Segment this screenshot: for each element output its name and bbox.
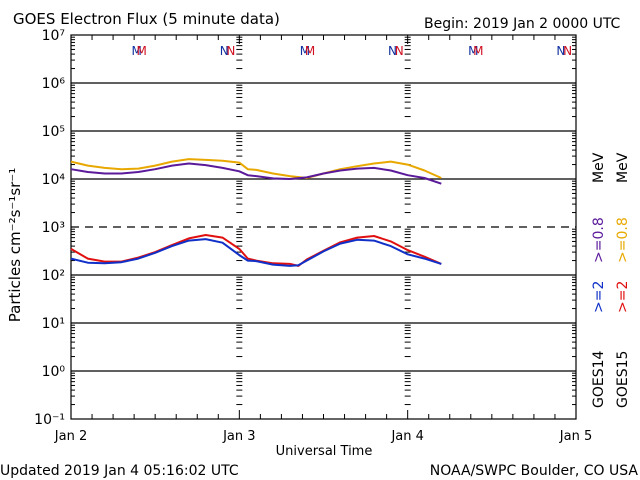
y-tick-label: 10⁴ xyxy=(42,172,66,188)
marker-n: N xyxy=(220,44,229,58)
y-tick-label: 10⁶ xyxy=(42,76,66,92)
x-tick-labels: Jan 2 Jan 3 Jan 4 Jan 5 xyxy=(54,429,592,444)
marker-m: M xyxy=(305,44,315,58)
marker-m: M xyxy=(468,44,478,58)
y-tick-label: 10⁻¹ xyxy=(34,412,65,428)
y-tick-label: 10³ xyxy=(42,220,65,236)
begin-label: Begin: 2019 Jan 2 0000 UTC xyxy=(424,16,621,32)
marker-n: N xyxy=(226,44,235,58)
marker-n: N xyxy=(388,44,397,58)
chart-title: GOES Electron Flux (5 minute data) xyxy=(13,10,280,28)
y-axis-label: Particles cm⁻²s⁻¹sr⁻¹ xyxy=(6,168,24,322)
legend-entry: >=2 xyxy=(591,281,607,313)
series-goes14-2-mev xyxy=(70,238,442,267)
y-tick-label: 10⁷ xyxy=(42,28,65,44)
legend-entry: MeV xyxy=(591,152,607,183)
legend-entry: GOES14 xyxy=(591,350,607,408)
series-goes14-0-8-mev xyxy=(70,162,442,185)
legend-entry: >=0.8 xyxy=(591,217,607,263)
x-tick-label: Jan 5 xyxy=(559,429,592,444)
axis-ticks xyxy=(70,35,577,419)
x-tick-label: Jan 3 xyxy=(222,429,255,444)
marker-m: M xyxy=(300,44,310,58)
y-tick-label: 10⁰ xyxy=(42,364,66,380)
grid-lines xyxy=(71,82,576,372)
y-tick-label: 10¹ xyxy=(42,316,65,332)
footer-source: NOAA/SWPC Boulder, CO USA xyxy=(430,463,639,479)
marker-n: N xyxy=(395,44,404,58)
y-tick-labels: 10⁻¹ 10⁰ 10¹ 10² 10³ 10⁴ 10⁵ 10⁶ 10⁷ xyxy=(34,28,65,428)
legend-entry: MeV xyxy=(615,152,631,183)
marker-m: M xyxy=(473,44,483,58)
legend-entry: >=0.8 xyxy=(615,217,631,263)
y-tick-label: 10² xyxy=(42,268,65,284)
y-tick-label: 10⁵ xyxy=(42,124,65,140)
x-axis-label: Universal Time xyxy=(276,444,373,459)
x-tick-label: Jan 2 xyxy=(54,429,87,444)
legend: GOES14 >=2 >=0.8 MeV GOES15 >=2 >=0.8 MeV xyxy=(591,152,631,408)
series-goes15-0-8-mev xyxy=(70,158,442,179)
x-tick-label: Jan 4 xyxy=(390,429,423,444)
marker-n: N xyxy=(556,44,565,58)
marker-m: M xyxy=(131,44,141,58)
marker-n: N xyxy=(563,44,572,58)
marker-m: M xyxy=(137,44,147,58)
footer-updated: Updated 2019 Jan 4 05:16:02 UTC xyxy=(0,463,239,479)
mn-markers: MM NN MM NN MM NN xyxy=(131,44,572,58)
series-layer xyxy=(70,158,442,267)
legend-entry: >=2 xyxy=(615,281,631,313)
legend-entry: GOES15 xyxy=(615,351,631,408)
